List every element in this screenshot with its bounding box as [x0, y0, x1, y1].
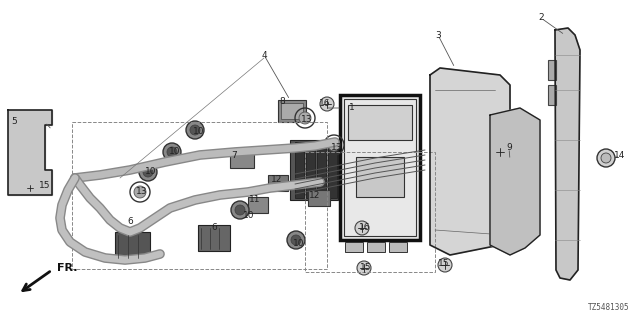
Text: 1: 1 [349, 103, 355, 113]
Circle shape [357, 261, 371, 275]
Circle shape [597, 149, 615, 167]
Text: 5: 5 [11, 117, 17, 126]
Text: 16: 16 [359, 223, 371, 233]
Bar [115, 232, 150, 260]
Text: 10: 10 [293, 238, 305, 247]
Circle shape [139, 163, 157, 181]
Circle shape [438, 258, 452, 272]
Bar [345, 242, 363, 252]
Circle shape [291, 235, 301, 245]
Text: 14: 14 [614, 151, 626, 161]
Text: 12: 12 [309, 191, 321, 201]
Text: 8: 8 [279, 97, 285, 106]
Text: 10: 10 [145, 167, 157, 177]
Circle shape [231, 201, 249, 219]
Circle shape [134, 186, 146, 198]
Bar [290, 140, 338, 200]
Bar [305, 152, 435, 272]
Text: 3: 3 [435, 30, 441, 39]
Circle shape [355, 221, 369, 235]
Text: 4: 4 [261, 51, 267, 60]
Bar [281, 103, 303, 119]
Text: 15: 15 [438, 259, 450, 268]
Bar [356, 157, 404, 197]
Circle shape [24, 182, 36, 194]
Text: 12: 12 [271, 175, 283, 185]
Bar [548, 60, 556, 80]
Text: 7: 7 [231, 150, 237, 159]
Text: 11: 11 [249, 196, 260, 204]
Text: 6: 6 [211, 223, 217, 233]
Circle shape [143, 167, 153, 177]
Bar [317, 142, 326, 198]
Circle shape [601, 153, 611, 163]
Polygon shape [430, 68, 510, 255]
Circle shape [19, 145, 25, 151]
Circle shape [320, 97, 334, 111]
Polygon shape [555, 28, 580, 280]
Bar [278, 100, 306, 122]
Bar [340, 95, 420, 240]
Bar [344, 99, 416, 236]
Bar [389, 242, 407, 252]
Bar [367, 242, 385, 252]
Text: TZ5481305: TZ5481305 [588, 303, 630, 312]
Circle shape [299, 112, 311, 124]
Text: 15: 15 [360, 263, 372, 273]
Circle shape [287, 231, 305, 249]
Text: 9: 9 [506, 143, 512, 153]
Bar [548, 85, 556, 105]
Text: 16: 16 [319, 99, 331, 108]
Bar [268, 175, 288, 191]
Bar [248, 197, 268, 213]
Text: 13: 13 [332, 142, 343, 151]
Bar [198, 225, 230, 251]
Text: 2: 2 [538, 13, 544, 22]
Circle shape [186, 121, 204, 139]
Text: 13: 13 [301, 116, 313, 124]
Bar [308, 190, 330, 206]
Text: 6: 6 [127, 218, 133, 227]
Bar [328, 142, 337, 198]
Circle shape [235, 205, 245, 215]
Circle shape [163, 143, 181, 161]
Circle shape [167, 147, 177, 157]
Circle shape [14, 140, 30, 156]
Text: 10: 10 [243, 211, 255, 220]
Text: 10: 10 [169, 148, 180, 156]
Text: FR.: FR. [57, 263, 77, 273]
Bar [306, 142, 315, 198]
Text: 15: 15 [39, 180, 51, 189]
Polygon shape [490, 108, 540, 255]
Text: 13: 13 [136, 188, 148, 196]
Bar [295, 142, 304, 198]
Bar [72, 122, 327, 269]
Circle shape [492, 144, 508, 160]
Text: 10: 10 [193, 127, 205, 137]
Bar [230, 150, 254, 168]
Circle shape [190, 125, 200, 135]
Circle shape [328, 139, 340, 151]
Bar [348, 105, 412, 140]
Polygon shape [8, 110, 52, 195]
